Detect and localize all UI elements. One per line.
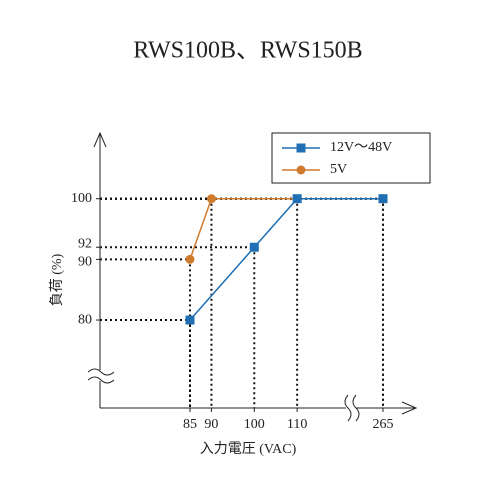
marker	[378, 194, 388, 204]
y-arrow	[93, 131, 107, 148]
y-tick-label: 80	[78, 312, 92, 327]
y-break-gap	[96, 370, 105, 381]
legend-label: 5V	[330, 162, 347, 177]
x-tick-label: 85	[183, 417, 197, 432]
y-tick-label: 92	[78, 236, 92, 251]
x-break	[344, 394, 360, 422]
x-tick-label: 110	[287, 417, 307, 432]
x-break-gap	[346, 403, 356, 413]
x-tick-label: 265	[373, 417, 394, 432]
y-tick-label: 100	[71, 191, 92, 206]
marker	[185, 254, 195, 264]
x-tick-label: 90	[204, 417, 218, 432]
y-axis-label: 負荷 (%)	[49, 253, 65, 306]
x-arrow	[401, 401, 418, 415]
series-line	[189, 197, 383, 321]
series-line	[189, 197, 383, 260]
marker	[292, 194, 302, 204]
y-break	[87, 368, 115, 384]
legend-marker	[296, 165, 306, 175]
y-tick-label: 90	[78, 255, 92, 270]
legend-label: 12V～48V	[330, 140, 392, 155]
guides	[100, 197, 384, 408]
legend-marker	[296, 143, 306, 153]
legend-box	[271, 132, 431, 184]
x-tick-label: 100	[244, 417, 265, 432]
x-axis-label: 入力電圧 (VAC)	[200, 441, 297, 457]
chart-title: RWS100B、RWS150B	[133, 38, 362, 64]
marker	[185, 315, 195, 325]
marker	[249, 242, 259, 252]
marker	[206, 194, 216, 204]
